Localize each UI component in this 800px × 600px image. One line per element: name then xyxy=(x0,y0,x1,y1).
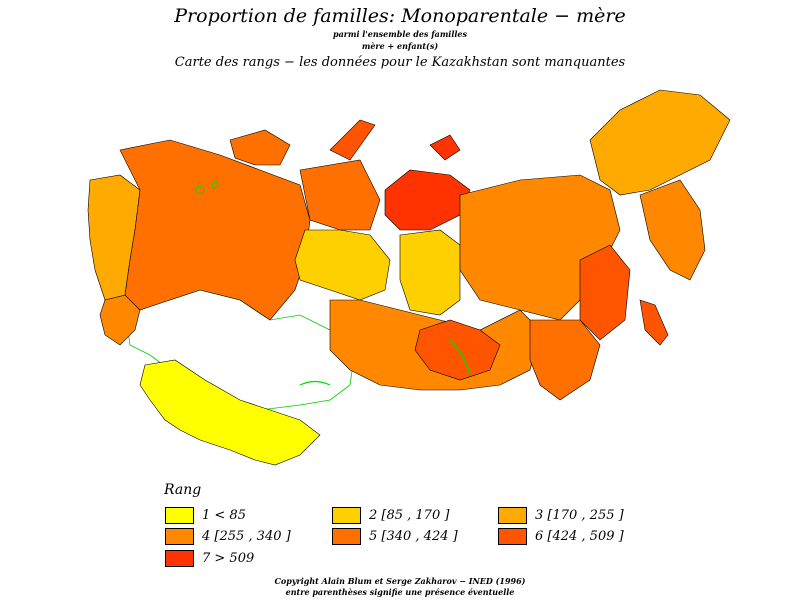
lake-baikal xyxy=(449,339,471,376)
legend-swatch-5 xyxy=(332,528,361,545)
lake-ladoga xyxy=(195,185,205,195)
region-european-russia xyxy=(119,139,311,321)
copyright: Copyright Alain Blum et Serge Zakharov −… xyxy=(274,576,526,586)
region-kamchatka xyxy=(639,179,706,281)
region-taimyr xyxy=(384,169,471,231)
footnote: entre parenthèses signifie une présence … xyxy=(285,587,515,597)
legend-label-3: 3 [170 , 255 ] xyxy=(535,508,624,523)
legend-item-5: 5 [340 , 424 ] xyxy=(332,528,458,545)
legend-label-2: 2 [85 , 170 ] xyxy=(369,508,450,523)
region-urals xyxy=(299,159,381,231)
legend-swatch-1 xyxy=(165,507,194,524)
lake-balkhash xyxy=(299,380,331,386)
region-kola xyxy=(229,129,291,166)
legend-swatch-3 xyxy=(498,507,527,524)
legend-item-4: 4 [255 , 340 ] xyxy=(165,528,291,545)
legend-swatch-7 xyxy=(165,550,194,567)
legend-item-2: 2 [85 , 170 ] xyxy=(332,507,449,524)
map-subtitle-line1: parmi l'ensemble des familles xyxy=(332,29,467,39)
legend-label-1: 1 < 85 xyxy=(202,508,246,523)
region-baikal xyxy=(414,319,501,381)
legend-swatch-2 xyxy=(332,507,361,524)
map-subtitle-line2: mère + enfant(s) xyxy=(361,41,439,51)
legend-item-1: 1 < 85 xyxy=(165,507,246,524)
legend-label-7: 7 > 509 xyxy=(202,551,255,566)
legend-swatch-4 xyxy=(165,528,194,545)
region-evenkia xyxy=(399,229,461,316)
region-novaya-zemlya xyxy=(329,119,376,161)
region-north-east xyxy=(589,89,731,196)
region-sakhalin xyxy=(639,299,669,346)
region-west-siberia xyxy=(294,229,391,301)
legend-item-7: 7 > 509 xyxy=(165,550,254,567)
map-title: Proportion de familles: Monoparentale − … xyxy=(174,5,626,27)
region-amur xyxy=(529,319,601,401)
region-khabarovsk xyxy=(579,244,631,341)
legend-swatch-6 xyxy=(498,528,527,545)
legend-title: Rang xyxy=(164,482,202,498)
lake-onega xyxy=(211,181,219,189)
legend-item-3: 3 [170 , 255 ] xyxy=(498,507,624,524)
region-severnaya-zemlya xyxy=(429,134,461,161)
region-central-asia xyxy=(139,359,321,466)
legend-label-6: 6 [424 , 509 ] xyxy=(535,529,624,544)
legend-label-4: 4 [255 , 340 ] xyxy=(202,529,291,544)
map-subtitle: Carte des rangs − les données pour le Ka… xyxy=(174,55,626,70)
legend-item-6: 6 [424 , 509 ] xyxy=(498,528,624,545)
legend-label-5: 5 [340 , 424 ] xyxy=(369,529,458,544)
